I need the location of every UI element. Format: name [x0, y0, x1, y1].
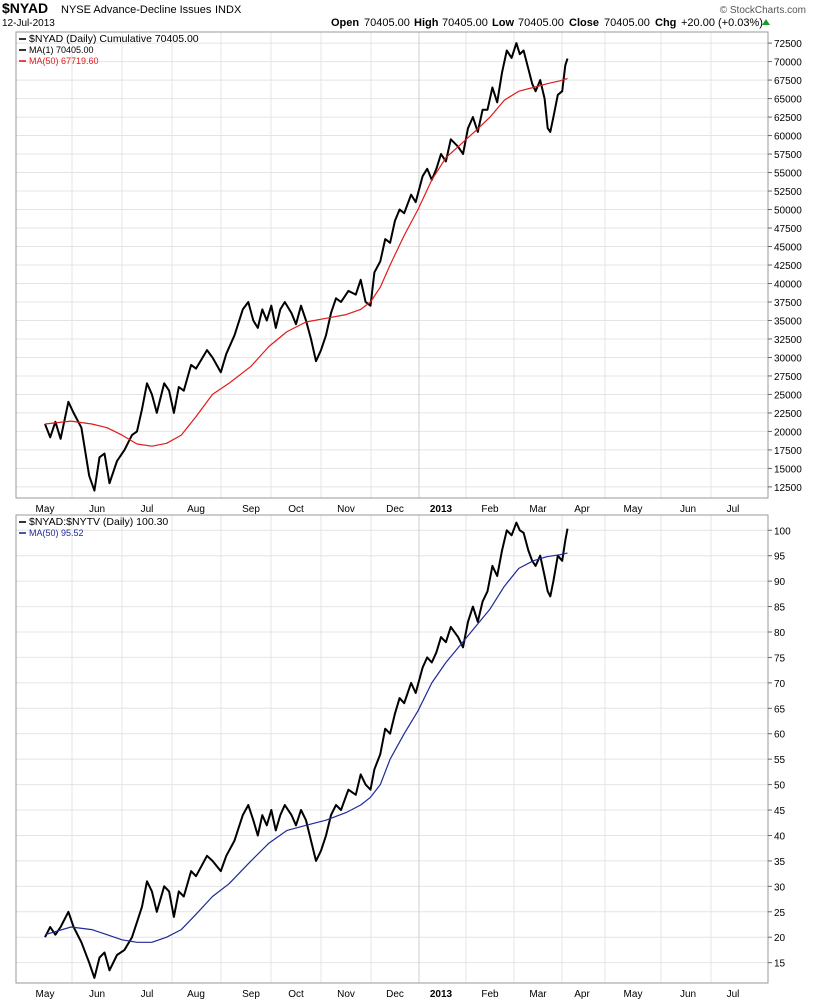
x-tick-label: May	[624, 504, 643, 515]
y-tick-label: 72500	[774, 39, 802, 50]
y-tick-label: 25000	[774, 390, 802, 401]
y-tick-label: 50000	[774, 206, 802, 217]
y-tick-label: 45	[774, 806, 786, 817]
y-tick-label: 15	[774, 959, 786, 970]
open-label: Open	[331, 17, 359, 29]
legend-label: MA(50) 95.52	[29, 528, 84, 538]
x-tick-label: Jun	[89, 989, 105, 1000]
y-tick-label: 55000	[774, 169, 802, 180]
y-tick-label: 70	[774, 679, 786, 690]
close-value: 70405.00	[604, 17, 650, 29]
y-tick-label: 80	[774, 628, 786, 639]
y-tick-label: 60000	[774, 132, 802, 143]
x-tick-label: May	[36, 989, 55, 1000]
y-tick-label: 22500	[774, 409, 802, 420]
y-tick-label: 30	[774, 882, 786, 893]
x-tick-label: May	[36, 504, 55, 515]
y-tick-label: 75	[774, 653, 786, 664]
x-tick-label: Aug	[187, 504, 205, 515]
x-tick-label: Jul	[727, 504, 740, 515]
y-tick-label: 15000	[774, 464, 802, 475]
y-tick-label: 70000	[774, 58, 802, 69]
x-tick-label: Feb	[481, 504, 499, 515]
x-tick-label: 2013	[430, 504, 453, 515]
x-tick-label: Apr	[574, 989, 590, 1000]
x-tick-label: Jun	[680, 504, 696, 515]
y-tick-label: 65000	[774, 95, 802, 106]
y-tick-label: 35000	[774, 316, 802, 327]
high-value: 70405.00	[442, 17, 488, 29]
chart-date: 12-Jul-2013	[2, 18, 55, 29]
y-tick-label: 57500	[774, 150, 802, 161]
y-tick-label: 20	[774, 933, 786, 944]
symbol: $NYAD	[2, 0, 48, 16]
high-label: High	[414, 17, 439, 29]
x-tick-label: May	[624, 989, 643, 1000]
y-tick-label: 50	[774, 781, 786, 792]
y-tick-label: 20000	[774, 427, 802, 438]
x-tick-label: Sep	[242, 989, 260, 1000]
x-tick-label: Nov	[337, 504, 355, 515]
y-tick-label: 90	[774, 577, 786, 588]
x-tick-label: Oct	[288, 989, 304, 1000]
y-tick-label: 67500	[774, 76, 802, 87]
x-tick-label: Apr	[574, 504, 590, 515]
x-tick-label: Jul	[727, 989, 740, 1000]
x-tick-label: 2013	[430, 989, 453, 1000]
x-tick-label: Aug	[187, 989, 205, 1000]
x-tick-label: Sep	[242, 504, 260, 515]
open-value: 70405.00	[364, 17, 410, 29]
x-tick-label: Dec	[386, 504, 404, 515]
y-tick-label: 47500	[774, 224, 802, 235]
y-tick-label: 85	[774, 603, 786, 614]
low-label: Low	[492, 17, 514, 29]
legend-label: $NYAD:$NYTV (Daily) 100.30	[29, 516, 168, 528]
legend-label: MA(50) 67719.60	[29, 56, 99, 66]
description: NYSE Advance-Decline Issues	[61, 4, 212, 16]
y-tick-label: 12500	[774, 483, 802, 494]
chg-label: Chg	[655, 17, 676, 29]
x-tick-label: Jun	[89, 504, 105, 515]
y-tick-label: 45000	[774, 243, 802, 254]
x-tick-label: Jul	[141, 504, 154, 515]
y-tick-label: 35	[774, 857, 786, 868]
x-tick-label: Mar	[529, 989, 547, 1000]
watermark: © StockCharts.com	[720, 5, 806, 16]
y-tick-label: 30000	[774, 353, 802, 364]
low-value: 70405.00	[518, 17, 564, 29]
y-tick-label: 65	[774, 704, 786, 715]
chg-value: +20.00 (+0.03%)	[681, 17, 763, 29]
legend-label: MA(1) 70405.00	[29, 45, 94, 55]
close-label: Close	[569, 17, 599, 29]
y-tick-label: 95	[774, 552, 786, 563]
y-tick-label: 62500	[774, 113, 802, 124]
y-tick-label: 27500	[774, 372, 802, 383]
y-tick-label: 37500	[774, 298, 802, 309]
y-tick-label: 100	[774, 526, 791, 537]
x-tick-label: Oct	[288, 504, 304, 515]
x-tick-label: Jul	[141, 989, 154, 1000]
y-tick-label: 40	[774, 831, 786, 842]
y-tick-label: 17500	[774, 446, 802, 457]
y-tick-label: 42500	[774, 261, 802, 272]
y-tick-label: 55	[774, 755, 786, 766]
y-tick-label: 52500	[774, 187, 802, 198]
exchange: INDX	[215, 4, 242, 16]
y-tick-label: 25	[774, 908, 786, 919]
x-tick-label: Nov	[337, 989, 355, 1000]
x-tick-label: Dec	[386, 989, 404, 1000]
y-tick-label: 60	[774, 730, 786, 741]
y-tick-label: 40000	[774, 279, 802, 290]
legend-label: $NYAD (Daily) Cumulative 70405.00	[29, 33, 199, 45]
y-tick-label: 32500	[774, 335, 802, 346]
x-tick-label: Jun	[680, 989, 696, 1000]
x-tick-label: Feb	[481, 989, 499, 1000]
x-tick-label: Mar	[529, 504, 547, 515]
